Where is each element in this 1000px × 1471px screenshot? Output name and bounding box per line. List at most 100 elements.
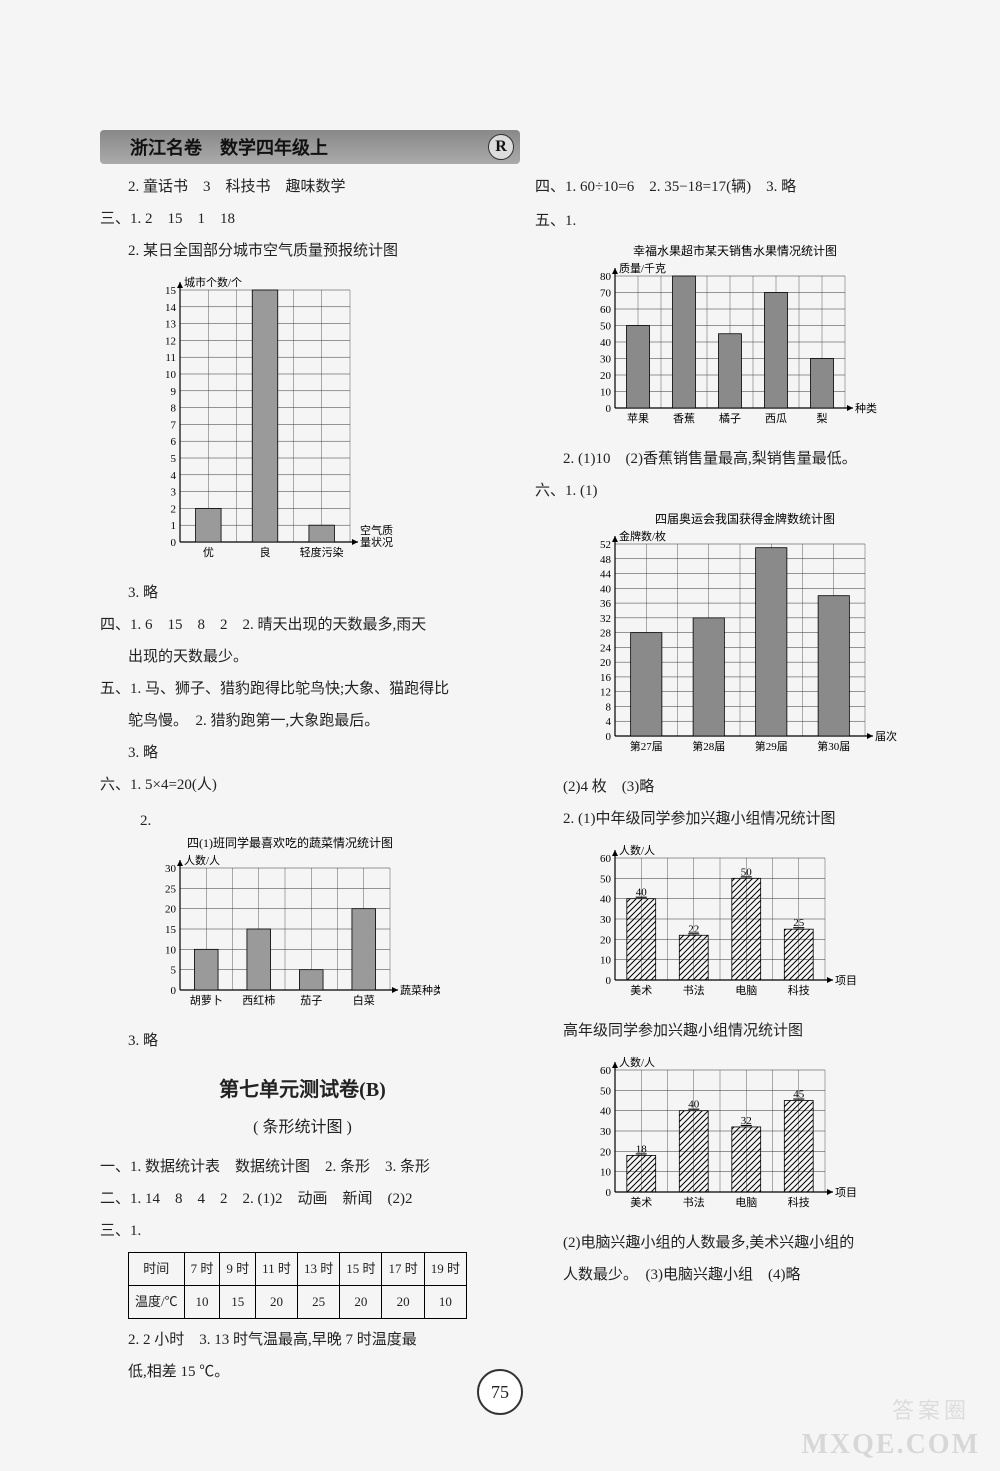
svg-text:4: 4 bbox=[171, 470, 177, 482]
svg-text:44: 44 bbox=[600, 569, 612, 581]
svg-text:4: 4 bbox=[606, 716, 612, 728]
svg-text:24: 24 bbox=[600, 642, 612, 654]
svg-text:书法: 书法 bbox=[683, 1195, 705, 1209]
svg-text:60: 60 bbox=[600, 304, 612, 316]
svg-text:胡萝卜: 胡萝卜 bbox=[190, 993, 223, 1007]
svg-text:32: 32 bbox=[600, 613, 611, 625]
svg-text:40: 40 bbox=[636, 887, 648, 899]
watermark: 答案圈 bbox=[892, 1393, 970, 1425]
text-line: 2. 2 小时 3. 13 时气温最高,早晚 7 时温度最 bbox=[100, 1325, 505, 1355]
svg-text:50: 50 bbox=[600, 321, 612, 333]
page-number: 75 bbox=[477, 1369, 523, 1415]
svg-text:36: 36 bbox=[600, 598, 612, 610]
text-line: 一、1. 数据统计表 数据统计图 2. 条形 3. 条形 bbox=[100, 1152, 505, 1182]
svg-text:种类: 种类 bbox=[855, 401, 877, 415]
svg-text:3: 3 bbox=[171, 487, 177, 499]
svg-text:10: 10 bbox=[600, 955, 612, 967]
svg-text:25: 25 bbox=[165, 883, 177, 895]
svg-text:美术: 美术 bbox=[630, 984, 652, 997]
svg-text:40: 40 bbox=[600, 894, 612, 906]
svg-text:人数/人: 人数/人 bbox=[619, 1056, 655, 1069]
svg-text:城市个数/个: 城市个数/个 bbox=[184, 275, 242, 289]
svg-text:30: 30 bbox=[165, 863, 177, 875]
svg-text:30: 30 bbox=[600, 914, 612, 926]
text-line: 五、1. bbox=[535, 206, 576, 236]
svg-text:科技: 科技 bbox=[788, 1195, 810, 1209]
page: 浙江名卷 数学四年级上 R 2. 童话书 3 科技书 趣味数学 三、1. 2 1… bbox=[0, 0, 1000, 1449]
temperature-table: 时间7 时9 时11 时13 时15 时17 时19 时 温度/℃1015202… bbox=[128, 1252, 467, 1319]
svg-text:10: 10 bbox=[600, 1167, 612, 1179]
svg-text:幸福水果超市某天销售水果情况统计图: 幸福水果超市某天销售水果情况统计图 bbox=[633, 244, 837, 258]
svg-text:人数/人: 人数/人 bbox=[619, 844, 655, 857]
svg-text:第28届: 第28届 bbox=[692, 739, 725, 753]
text-line: 3. 略 bbox=[100, 738, 505, 768]
svg-text:梨: 梨 bbox=[817, 411, 828, 425]
chart-fruit-sales: 幸福水果超市某天销售水果情况统计图 01020304050607080质量/千克… bbox=[575, 244, 940, 438]
text-line: 四、1. 60÷10=6 2. 35−18=17(辆) 3. 略 bbox=[535, 172, 940, 202]
svg-text:第30届: 第30届 bbox=[817, 739, 850, 753]
text-line: (2)4 枚 (3)略 bbox=[535, 772, 940, 802]
svg-text:7: 7 bbox=[171, 419, 177, 431]
svg-text:20: 20 bbox=[600, 657, 612, 669]
watermark: MXQE.COM bbox=[801, 1429, 980, 1461]
svg-text:45: 45 bbox=[793, 1089, 805, 1101]
svg-text:40: 40 bbox=[600, 337, 612, 349]
svg-text:18: 18 bbox=[636, 1143, 648, 1155]
svg-text:16: 16 bbox=[600, 672, 612, 684]
svg-text:西瓜: 西瓜 bbox=[765, 413, 787, 425]
text-line: 四、1. 6 15 8 2 2. 晴天出现的天数最多,雨天 bbox=[100, 610, 505, 640]
svg-text:苹果: 苹果 bbox=[627, 411, 649, 425]
svg-text:9: 9 bbox=[171, 386, 177, 398]
svg-text:15: 15 bbox=[165, 924, 177, 936]
right-column: 四、1. 60÷10=6 2. 35−18=17(辆) 3. 略 五、1. 幸福… bbox=[535, 170, 940, 1389]
left-column: 2. 童话书 3 科技书 趣味数学 三、1. 2 15 1 18 2. 某日全国… bbox=[100, 170, 505, 1389]
header-badge: R bbox=[488, 134, 514, 160]
header-band: 浙江名卷 数学四年级上 R bbox=[100, 130, 520, 164]
svg-text:0: 0 bbox=[171, 537, 177, 549]
chart-olympics: 四届奥运会我国获得金牌数统计图 048121620242832364044485… bbox=[575, 512, 940, 766]
svg-text:10: 10 bbox=[165, 944, 177, 956]
text-line: 3. 略 bbox=[100, 1026, 505, 1056]
svg-text:60: 60 bbox=[600, 1065, 612, 1077]
svg-text:四届奥运会我国获得金牌数统计图: 四届奥运会我国获得金牌数统计图 bbox=[655, 512, 835, 526]
svg-text:32: 32 bbox=[741, 1115, 752, 1127]
svg-text:48: 48 bbox=[600, 554, 612, 566]
svg-text:13: 13 bbox=[165, 319, 177, 331]
text-line: 低,相差 15 ℃。 bbox=[100, 1357, 505, 1387]
svg-text:10: 10 bbox=[600, 387, 612, 399]
svg-text:电脑: 电脑 bbox=[735, 1196, 757, 1209]
svg-text:2: 2 bbox=[171, 503, 177, 515]
svg-text:8: 8 bbox=[606, 701, 612, 713]
svg-text:金牌数/枚: 金牌数/枚 bbox=[619, 529, 666, 543]
svg-text:白菜: 白菜 bbox=[353, 993, 375, 1007]
svg-text:60: 60 bbox=[600, 853, 612, 865]
svg-text:12: 12 bbox=[600, 687, 611, 699]
svg-text:人数/人: 人数/人 bbox=[184, 854, 220, 867]
svg-text:美术: 美术 bbox=[630, 1196, 652, 1209]
svg-text:80: 80 bbox=[600, 271, 612, 283]
svg-text:蔬菜种类: 蔬菜种类 bbox=[400, 983, 440, 997]
svg-text:25: 25 bbox=[793, 917, 805, 929]
svg-text:12: 12 bbox=[165, 335, 176, 347]
svg-text:11: 11 bbox=[165, 352, 176, 364]
svg-text:科技: 科技 bbox=[788, 983, 810, 997]
text-line: 高年级同学参加兴趣小组情况统计图 bbox=[535, 1016, 940, 1046]
svg-text:电脑: 电脑 bbox=[735, 984, 757, 997]
svg-text:28: 28 bbox=[600, 628, 612, 640]
svg-text:20: 20 bbox=[165, 904, 177, 916]
header-title: 浙江名卷 数学四年级上 bbox=[130, 134, 328, 160]
text-line: 六、1. 5×4=20(人) bbox=[100, 770, 505, 800]
svg-text:52: 52 bbox=[600, 539, 611, 551]
svg-text:0: 0 bbox=[606, 403, 612, 415]
svg-text:10: 10 bbox=[165, 369, 177, 381]
svg-text:20: 20 bbox=[600, 934, 612, 946]
svg-text:30: 30 bbox=[600, 1126, 612, 1138]
text-line: 二、1. 14 8 4 2 2. (1)2 动画 新闻 (2)2 bbox=[100, 1184, 505, 1214]
svg-text:四(1)班同学最喜欢吃的蔬菜情况统计图: 四(1)班同学最喜欢吃的蔬菜情况统计图 bbox=[187, 836, 393, 850]
text-line: 出现的天数最少。 bbox=[100, 642, 505, 672]
svg-text:0: 0 bbox=[171, 985, 177, 997]
text-line: 鸵鸟慢。 2. 猎豹跑第一,大象跑最后。 bbox=[100, 706, 505, 736]
svg-text:40: 40 bbox=[600, 583, 612, 595]
svg-text:5: 5 bbox=[171, 965, 177, 977]
svg-text:20: 20 bbox=[600, 1146, 612, 1158]
